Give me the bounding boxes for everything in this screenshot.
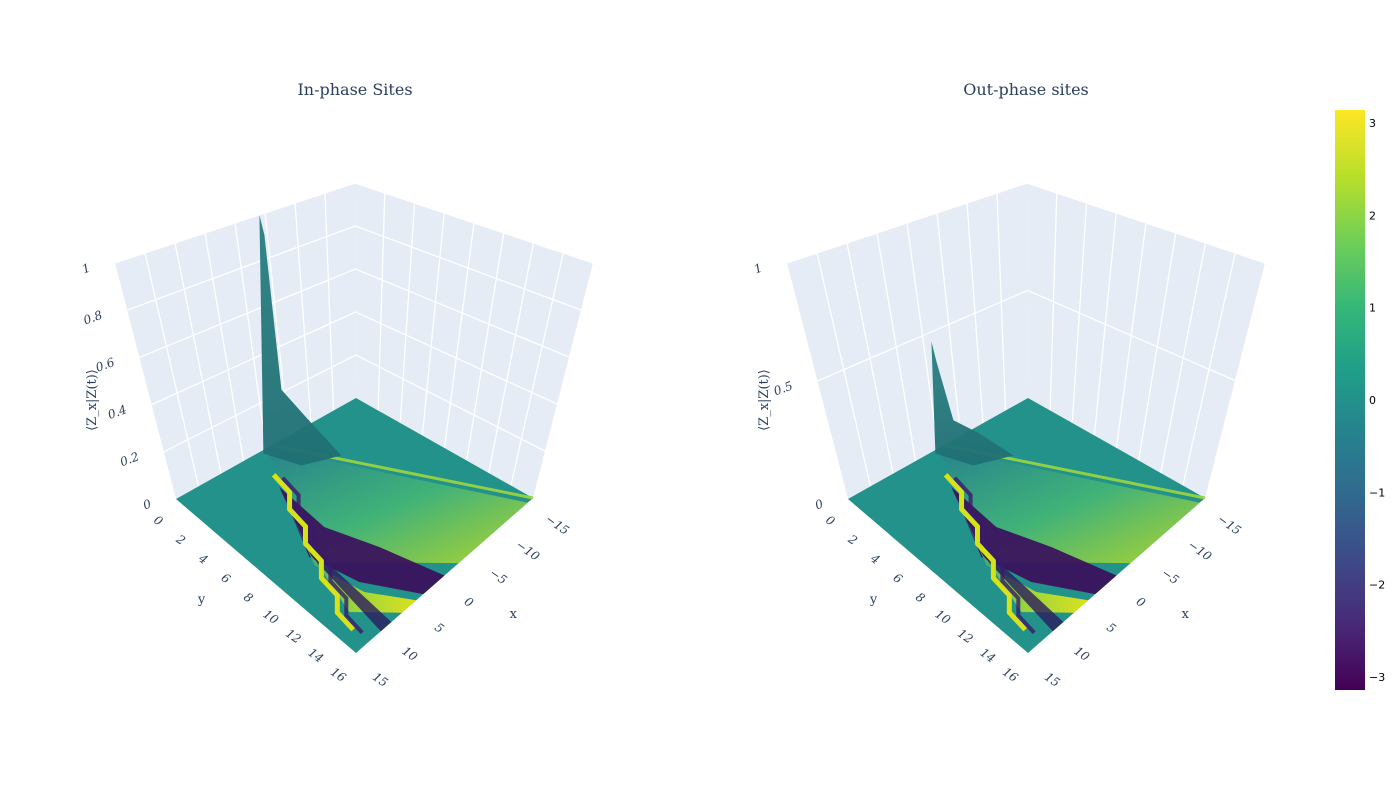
x-tick-label: 0 [462,594,477,610]
grid-line [139,268,570,359]
x-tick-label: 15 [370,670,391,690]
colorbar: 3 2 1 0 −1 −2 −3 [1335,110,1385,690]
y-tick-label: 0 [151,513,166,529]
colorbar-tick-label: 2 [1369,209,1376,222]
x-tick-label: −15 [543,512,572,538]
z-tick-label: 0 [141,497,153,513]
plot-title: Out-phase sites [963,80,1089,99]
x-axis-label: x [510,607,518,622]
scene-in-phase: In-phase Sites00.20.40.60.81⟨Z_x|Z(t)⟩02… [80,80,594,690]
surface-dark-band [951,486,1117,595]
z-tick-label: 1 [80,261,92,277]
back-wall-right [1027,183,1265,498]
grid-line [294,202,312,424]
grid-line [488,242,535,474]
grid-line [399,202,416,424]
x-tick-label: 5 [432,620,446,636]
y-tick-label: 8 [913,590,928,606]
y-tick-label: 4 [867,551,882,567]
grid-line [151,311,558,406]
surface-zigzag [271,473,356,632]
y-tick-label: 16 [328,665,349,685]
z-tick-label: 1 [752,261,764,277]
colorbar-tick-label: 1 [1369,302,1376,315]
colorbar-tick-label: 3 [1369,117,1376,130]
plot-title: In-phase Sites [297,80,412,99]
y-tick-label: 6 [219,571,234,587]
z-tick-label: 0.6 [94,355,117,375]
y-tick-label: 8 [241,590,256,606]
grid-line [234,222,267,449]
y-tick-label: 10 [933,607,954,627]
x-tick-label: 0 [1134,594,1149,610]
grid-line [204,232,245,462]
surface-zigzag-shadow [281,476,364,635]
grid-line [324,192,335,411]
colorbar-tick-label: −2 [1369,579,1385,592]
y-tick-label: 2 [845,531,860,547]
back-wall-left [787,183,1028,499]
grid-line [144,252,200,487]
z-tick-label: 0 [813,497,825,513]
surface-dark-band-2 [976,541,1064,632]
x-tick-label: 10 [1072,644,1093,664]
grid-line [817,289,1236,382]
y-tick-label: 10 [261,607,282,627]
surface-zigzag [943,473,1028,632]
z-axis-label: ⟨Z_x|Z(t)⟩ [757,369,772,431]
y-axis-label: y [869,593,878,608]
x-tick-label: −5 [487,566,510,588]
colorbar-tick-label: −3 [1369,671,1385,684]
x-tick-label: −15 [1215,512,1244,538]
x-tick-label: 5 [1104,620,1118,636]
z-tick-label: 0.2 [118,449,141,469]
z-tick-label: 0.8 [81,308,104,328]
y-tick-label: 4 [195,551,210,567]
surface-dark-band-2 [304,541,392,632]
y-tick-label: 12 [283,626,304,646]
back-wall-right [355,183,593,498]
z-tick-label: 0.4 [106,402,129,422]
x-tick-label: 15 [1042,670,1063,690]
z-axis-label: ⟨Z_x|Z(t)⟩ [85,369,100,431]
grid-line [786,182,1266,264]
y-tick-label: 16 [1000,665,1021,685]
grid-line [163,354,546,453]
surface-peak [931,341,1014,466]
y-axis-label: y [197,593,206,608]
y-tick-label: 6 [891,571,906,587]
surface-dark-band [279,486,445,595]
x-tick-label: −10 [1185,538,1214,564]
y-tick-label: 0 [823,513,838,529]
grid-line [377,192,386,411]
scene-out-phase: Out-phase sites00.51⟨Z_x|Z(t)⟩0246810121… [752,80,1266,690]
surface-peak [259,215,342,466]
z-tick-label: 0.5 [772,379,795,399]
grid-line [114,182,594,264]
y-tick-label: 12 [955,626,976,646]
grid-line [421,212,445,436]
y-tick-label: 14 [306,645,327,665]
surface-zigzag-shadow [953,476,1036,635]
grid-line [510,252,564,486]
y-tick-label: 2 [173,531,188,547]
colorbar-tick-label: −1 [1369,486,1385,499]
colorbar-tick-label: 0 [1369,394,1376,407]
y-tick-label: 14 [978,645,999,665]
x-axis-label: x [1182,607,1190,622]
x-tick-label: 10 [400,644,421,664]
x-tick-label: −5 [1159,566,1182,588]
colorbar-gradient [1335,110,1365,690]
grid-line [443,222,475,449]
grid-line [126,225,582,311]
grid-line [465,232,505,461]
x-tick-label: −10 [513,538,542,564]
grid-line [174,242,222,474]
